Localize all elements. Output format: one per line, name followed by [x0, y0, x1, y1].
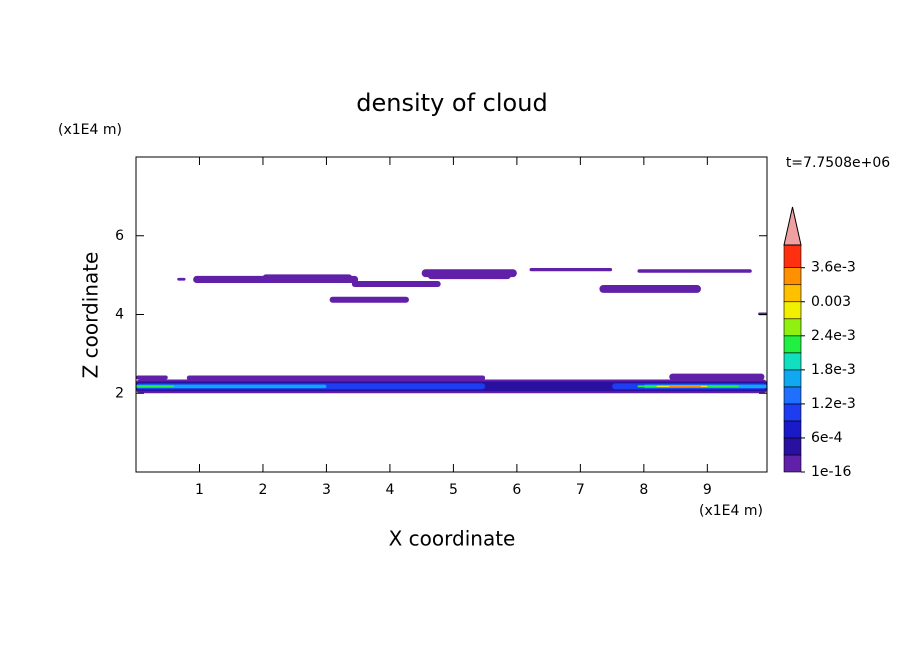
colorbar-band — [783, 437, 802, 456]
x-tick-label: 1 — [195, 482, 204, 498]
x-tick-label: 7 — [576, 482, 585, 498]
annotation: t=7.7508e+06 — [786, 155, 890, 171]
colorbar-band — [783, 403, 802, 422]
contour-patch — [351, 281, 441, 287]
contour-patch — [428, 273, 511, 280]
x-tick-label: 5 — [449, 482, 458, 498]
colorbar-band — [783, 267, 802, 286]
colorbar-band — [783, 335, 802, 354]
x-unit: (x1E4 m) — [699, 503, 763, 519]
colorbar-label: 1.2e-3 — [811, 396, 856, 412]
colorbar-band — [783, 454, 802, 473]
contour-patch — [177, 277, 186, 281]
x-tick-label: 9 — [703, 482, 712, 498]
y-tick-label: 6 — [115, 228, 124, 244]
contour-field — [136, 268, 767, 394]
colorbar-label: 3.6e-3 — [811, 260, 856, 276]
colorbar-band — [783, 318, 802, 337]
contour-patch — [529, 268, 613, 272]
contour-patch — [599, 284, 701, 293]
contour-patch — [136, 384, 327, 389]
x-tick-label: 4 — [385, 482, 394, 498]
contour-patch — [136, 385, 175, 388]
contour-patch — [262, 274, 352, 280]
x-axis-label: X coordinate — [389, 527, 516, 551]
contour-patch — [669, 373, 765, 381]
contour-patch — [186, 375, 486, 381]
colorbar-band — [783, 420, 802, 439]
x-tick-label: 3 — [322, 482, 331, 498]
y-tick-label: 2 — [115, 385, 124, 401]
x-tick-label: 6 — [512, 482, 521, 498]
chart-title: density of cloud — [356, 89, 547, 117]
contour-patch — [329, 296, 409, 303]
colorbar-label: 6e-4 — [811, 430, 843, 446]
x-tick-label: 2 — [259, 482, 268, 498]
colorbar-band — [783, 284, 802, 303]
colorbar-label: 1.8e-3 — [811, 362, 856, 378]
colorbar-band — [783, 352, 802, 371]
colorbar-band — [783, 244, 802, 269]
contour-patch — [669, 385, 701, 387]
colorbar-band — [783, 369, 802, 388]
y-unit: (x1E4 m) — [58, 122, 122, 138]
contour-patch — [136, 375, 168, 380]
contour-patch — [637, 269, 752, 273]
colorbar-label: 1e-16 — [811, 464, 851, 480]
colorbar-extend — [783, 206, 802, 246]
colorbar-label: 2.4e-3 — [811, 328, 856, 344]
y-axis-label: Z coordinate — [79, 252, 103, 379]
colorbar-label: 0.003 — [811, 294, 851, 310]
x-tick-label: 8 — [639, 482, 648, 498]
colorbar-band — [783, 386, 802, 405]
colorbar-band — [783, 301, 802, 320]
y-tick-label: 4 — [115, 307, 124, 323]
